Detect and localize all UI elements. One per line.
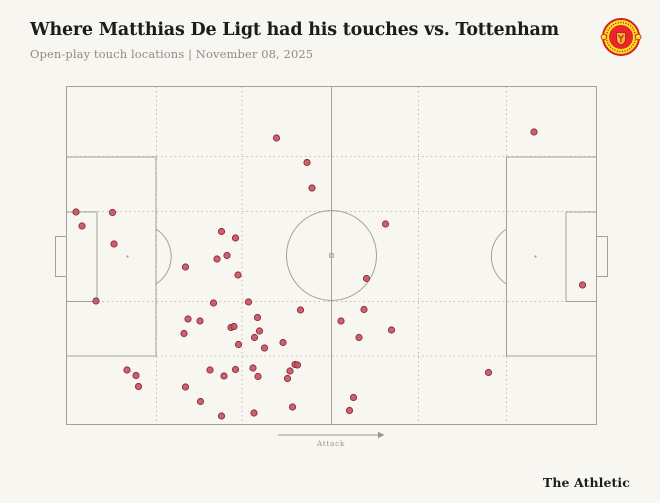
touch-point: [217, 227, 226, 236]
touch-point: [234, 340, 243, 349]
touch-point: [184, 315, 192, 323]
touch-point: [272, 134, 281, 142]
touch-point: [283, 374, 292, 383]
touch-point: [132, 371, 140, 380]
touch-point: [355, 333, 363, 342]
touch-point: [196, 317, 204, 325]
touch-point: [360, 305, 368, 314]
touch-point: [286, 367, 294, 375]
page-title: Where Matthias De Ligt had his touches v…: [30, 20, 559, 40]
touch-point: [196, 397, 205, 406]
touch-point: [387, 326, 396, 334]
touch-point: [381, 220, 390, 228]
touch-point: [234, 271, 242, 279]
touch-point: [345, 406, 354, 415]
attack-label: Attack: [316, 439, 345, 448]
touch-point: [255, 327, 264, 335]
touch-point: [180, 329, 188, 338]
header: Where Matthias De Ligt had his touches v…: [30, 20, 590, 61]
touch-point: [213, 255, 221, 263]
left-penalty-spot: [126, 255, 129, 258]
touch-point: [296, 306, 305, 314]
touch-point: [250, 333, 259, 342]
touch-point: [209, 299, 218, 307]
attack-direction: Attack: [278, 431, 385, 448]
touch-point: [92, 297, 100, 305]
touch-point: [110, 240, 118, 248]
touch-point: [578, 281, 587, 289]
brand-wordmark: The Athletic: [542, 475, 630, 490]
touch-point: [223, 251, 231, 260]
touch-point: [231, 365, 240, 374]
touch-point: [206, 366, 214, 374]
right-penalty-spot: [534, 255, 537, 258]
touch-point: [134, 382, 143, 391]
attack-arrow-head-icon: [378, 431, 385, 439]
touch-point: [279, 338, 287, 347]
touch-point: [260, 344, 269, 352]
touch-points: [72, 128, 587, 420]
manchester-united-badge-icon: [600, 18, 642, 56]
touch-point: [484, 368, 493, 377]
pitch-lines: [55, 86, 608, 425]
touch-point: [303, 158, 311, 167]
touch-point: [220, 372, 228, 380]
touch-point: [337, 317, 345, 325]
touch-point: [217, 412, 226, 420]
touch-point: [230, 322, 238, 331]
touch-point: [249, 364, 257, 372]
touch-point: [362, 274, 371, 283]
touch-point: [293, 361, 302, 369]
page-subtitle: Open-play touch locations | November 08,…: [30, 47, 314, 61]
touch-point: [250, 409, 258, 417]
touch-point: [231, 234, 240, 242]
touch-point: [254, 372, 262, 381]
touch-point: [530, 128, 538, 136]
touch-point: [349, 393, 358, 402]
touch-point: [108, 208, 117, 217]
touch-point: [288, 403, 297, 411]
touch-point: [244, 298, 253, 306]
touch-point: [253, 313, 262, 322]
touch-point: [123, 366, 131, 374]
touch-point: [72, 208, 80, 216]
touch-point: [78, 222, 86, 230]
touch-point: [181, 383, 190, 391]
touch-point: [308, 184, 316, 192]
touch-point: [181, 263, 190, 271]
center-mark: [329, 253, 334, 258]
